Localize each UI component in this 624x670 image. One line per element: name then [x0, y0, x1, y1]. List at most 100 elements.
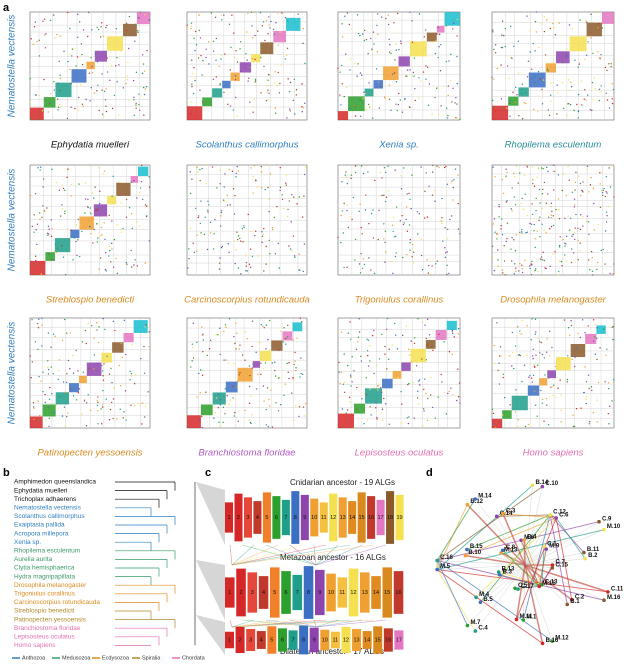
- dot: [580, 214, 581, 215]
- dot: [429, 334, 430, 335]
- dot: [104, 329, 105, 330]
- dot: [267, 387, 268, 388]
- dot: [304, 63, 305, 64]
- dot: [417, 233, 418, 234]
- dot: [445, 166, 446, 167]
- dot: [502, 20, 503, 21]
- dot: [95, 53, 96, 54]
- dot: [361, 233, 362, 234]
- dot: [215, 17, 216, 18]
- dot: [559, 22, 560, 23]
- dot: [213, 50, 214, 51]
- dot: [77, 56, 78, 57]
- dot: [135, 107, 136, 108]
- node: [435, 559, 439, 563]
- dot: [540, 259, 541, 260]
- dot: [507, 65, 508, 66]
- dot: [251, 368, 252, 369]
- dot: [539, 189, 540, 190]
- dot: [413, 262, 414, 263]
- dot: [432, 171, 433, 172]
- dot: [131, 344, 132, 345]
- dot: [498, 204, 499, 205]
- dot: [77, 370, 78, 371]
- dot: [573, 426, 574, 427]
- dot: [129, 207, 130, 208]
- dot: [248, 214, 249, 215]
- dot: [235, 173, 236, 174]
- dot: [592, 53, 593, 54]
- ribbon: [230, 545, 232, 565]
- dot: [384, 242, 385, 243]
- dot: [89, 100, 90, 101]
- alg-label: 3: [246, 515, 249, 521]
- dot: [196, 251, 197, 252]
- dot: [425, 65, 426, 66]
- dot: [32, 226, 33, 227]
- dot: [417, 211, 418, 212]
- dot: [199, 90, 200, 91]
- dot: [559, 245, 560, 246]
- dot: [207, 210, 208, 211]
- dot: [145, 263, 146, 264]
- dot: [283, 327, 284, 328]
- dot: [303, 195, 304, 196]
- dot: [357, 411, 358, 412]
- dot: [574, 198, 575, 199]
- dot: [297, 14, 298, 15]
- dot: [394, 169, 395, 170]
- node: [465, 548, 469, 552]
- dot: [533, 364, 534, 365]
- dot: [546, 19, 547, 20]
- dot: [529, 265, 530, 266]
- dot: [40, 381, 41, 382]
- dot: [497, 68, 498, 69]
- block: [226, 382, 238, 393]
- dot: [47, 407, 48, 408]
- dot: [364, 93, 365, 94]
- dot: [441, 220, 442, 221]
- dot: [531, 274, 532, 275]
- dot: [521, 89, 522, 90]
- dot: [447, 115, 448, 116]
- node-label: C.4: [478, 626, 488, 632]
- dot: [525, 232, 526, 233]
- dot: [414, 88, 415, 89]
- dot: [102, 390, 103, 391]
- dot: [42, 20, 43, 21]
- dot: [373, 31, 374, 32]
- dot: [73, 237, 74, 238]
- dot: [450, 80, 451, 81]
- alg-label: 12: [350, 590, 356, 596]
- dot: [501, 218, 502, 219]
- dot: [383, 223, 384, 224]
- dot: [33, 406, 34, 407]
- dot: [294, 352, 295, 353]
- panel-label: c: [205, 467, 211, 479]
- alg-label: 9: [313, 637, 316, 643]
- dot: [531, 339, 532, 340]
- dot: [568, 215, 569, 216]
- dot: [408, 349, 409, 350]
- node-label: C.6: [559, 512, 569, 518]
- dot: [538, 220, 539, 221]
- block: [518, 87, 528, 96]
- dot: [97, 405, 98, 406]
- dot: [395, 236, 396, 237]
- dot: [557, 92, 558, 93]
- dot: [84, 400, 85, 401]
- dot: [247, 13, 248, 14]
- dot: [378, 210, 379, 211]
- dot: [408, 193, 409, 194]
- dot: [422, 321, 423, 322]
- dot: [609, 107, 610, 108]
- dot: [594, 324, 595, 325]
- dot: [283, 341, 284, 342]
- dot: [197, 235, 198, 236]
- dot: [240, 273, 241, 274]
- dot: [286, 185, 287, 186]
- node: [479, 600, 483, 604]
- dot: [55, 404, 56, 405]
- dot: [275, 375, 276, 376]
- dot: [593, 187, 594, 188]
